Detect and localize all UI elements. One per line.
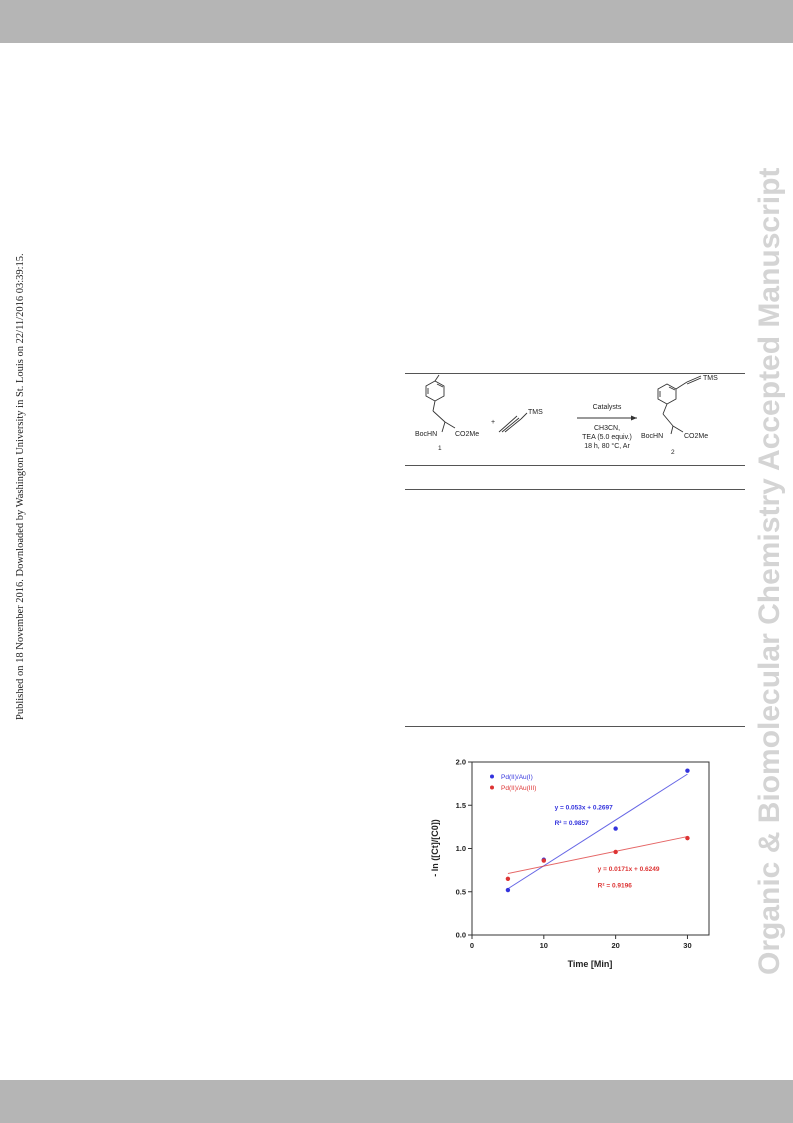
condition-solvent: CH3CN,: [594, 425, 620, 432]
y-tick-label: 2.0: [456, 758, 466, 767]
reactant-ester-group: CO2Me: [455, 431, 479, 438]
fit-line-2: [507, 836, 688, 875]
data-point-series-2: [685, 835, 690, 841]
product-ester-group: CO2Me: [684, 433, 708, 440]
fit-r-squared: R² = 0.9196: [598, 882, 633, 889]
y-axis-label: - ln ([Ct]/[C0]): [430, 819, 440, 876]
y-tick-label: 1.0: [456, 844, 466, 853]
fit-equation: y = 0.0171x + 0.6249: [598, 866, 660, 873]
scheme-top-rule: [405, 373, 745, 374]
product-benzene-ring: [657, 383, 677, 405]
plus-sign: +: [491, 419, 495, 426]
data-point-series-2: [613, 849, 618, 855]
legend-label: Pd(II)/Au(I): [501, 774, 533, 781]
x-tick-label: 10: [540, 941, 548, 950]
table-bottom-rule: [405, 726, 745, 727]
scheme-bottom-rule: [405, 465, 745, 466]
data-point-series-1: [613, 826, 618, 831]
condition-base: TEA (5.0 equiv.): [582, 434, 632, 441]
reactant-boc-group: BocHN: [415, 431, 437, 438]
fit-equation: y = 0.053x + 0.2697: [555, 805, 614, 812]
table-top-rule: [405, 489, 745, 490]
data-point-series-2: [505, 876, 511, 881]
legend-label: Pd(II)/Au(III): [501, 785, 536, 792]
data-point-series-1: [505, 887, 511, 893]
x-tick-label: 30: [683, 941, 691, 950]
data-point-series-2: [541, 858, 547, 863]
legend-marker: [490, 774, 494, 779]
product-tms-group: TMS: [703, 375, 718, 382]
data-point-series-1: [685, 768, 690, 773]
header-band: [0, 0, 793, 43]
reaction-scheme: BocHN CO2Me 1 + TMS Catalysts CH3CN, TEA…: [415, 374, 718, 456]
product-number: 2: [671, 449, 675, 456]
condition-catalysts: Catalysts: [593, 404, 622, 411]
x-tick-label: 0: [470, 941, 474, 950]
publication-note: Published on 18 November 2016. Downloade…: [15, 253, 26, 720]
y-tick-label: 0.0: [456, 931, 466, 940]
alkyne-tms-group: TMS: [528, 409, 543, 416]
reactant-benzene-ring: [425, 380, 445, 402]
fit-r-squared: R² = 0.9857: [555, 820, 590, 827]
footer-band: [0, 1080, 793, 1123]
alkyne-bond: [498, 415, 518, 433]
legend-marker: [490, 785, 494, 790]
product-boc-group: BocHN: [641, 433, 663, 440]
reactant-number: 1: [438, 445, 442, 452]
condition-time-temp: 18 h, 80 °C, Ar: [584, 442, 630, 450]
kinetics-chart: 0 10 20 30 0.0 0.5 1.0 1.5 2.0 Pd(II)/Au(I) Pd(I…: [430, 758, 710, 969]
fit-line-1: [507, 773, 688, 890]
x-axis-label: Time [Min]: [568, 959, 613, 969]
y-tick-label: 0.5: [456, 887, 466, 896]
journal-watermark: Organic & Biomolecular Chemistry Accepte…: [753, 167, 786, 975]
x-tick-label: 20: [611, 941, 619, 950]
y-tick-label: 1.5: [456, 801, 466, 810]
